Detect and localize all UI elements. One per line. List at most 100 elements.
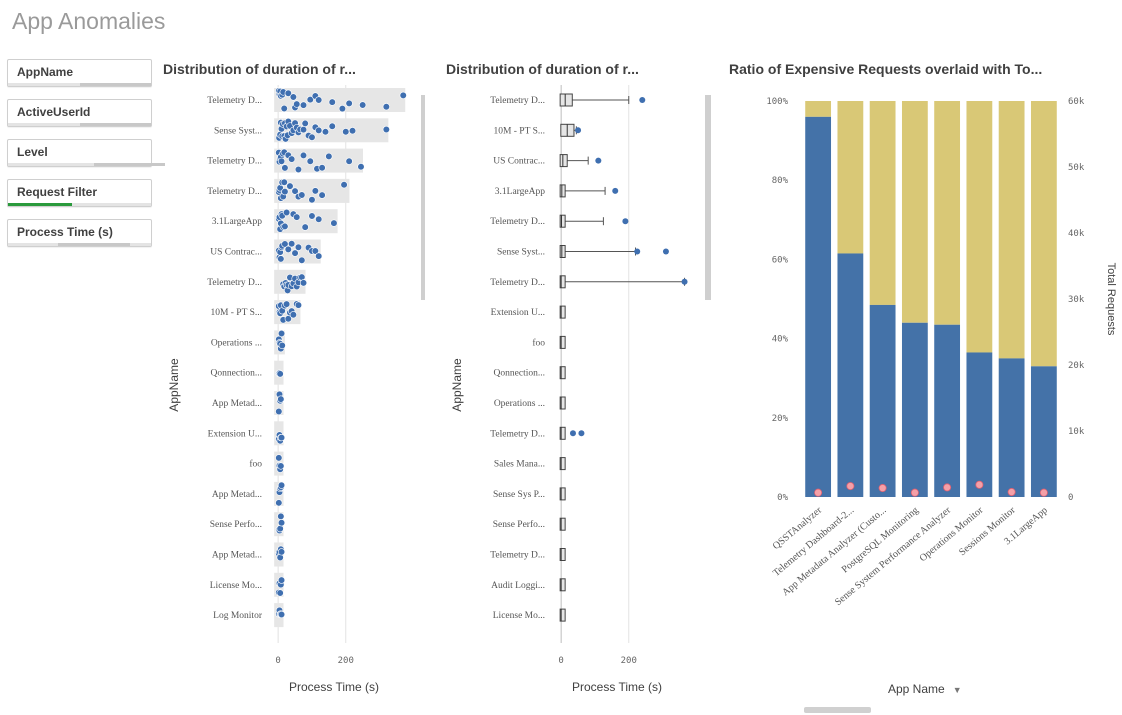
data-point[interactable] (382, 125, 390, 134)
box[interactable] (559, 426, 566, 440)
data-point[interactable] (277, 548, 286, 556)
bar-expensive-segment[interactable] (805, 116, 832, 497)
bar-other-segment[interactable] (901, 101, 928, 323)
bar-expensive-segment[interactable] (966, 352, 993, 497)
data-point[interactable] (357, 163, 365, 171)
data-point[interactable] (308, 133, 316, 141)
data-point[interactable] (325, 152, 333, 161)
data-point[interactable] (308, 196, 316, 204)
box[interactable] (559, 214, 566, 228)
data-point[interactable] (275, 499, 283, 507)
data-point[interactable] (293, 213, 301, 221)
filter-level[interactable]: Level (7, 139, 166, 167)
data-point[interactable] (291, 187, 299, 195)
box[interactable] (559, 457, 566, 471)
app-name-dimension-selector[interactable]: App Name ▼ (888, 682, 962, 696)
box[interactable] (559, 275, 566, 289)
data-point[interactable] (276, 370, 284, 378)
data-point[interactable] (293, 100, 301, 108)
data-point[interactable] (345, 157, 353, 165)
outlier-point[interactable] (662, 248, 669, 255)
data-point[interactable] (277, 519, 286, 527)
data-point[interactable] (277, 576, 286, 584)
data-point[interactable] (301, 119, 309, 128)
box[interactable] (559, 366, 566, 380)
outlier-point[interactable] (634, 248, 641, 255)
box[interactable] (559, 548, 566, 561)
outlier-point[interactable] (612, 187, 619, 194)
data-point[interactable] (281, 222, 289, 231)
outlier-point[interactable] (595, 157, 602, 164)
data-point[interactable] (277, 433, 286, 442)
data-point[interactable] (311, 187, 319, 195)
data-point[interactable] (277, 157, 286, 165)
bar-other-segment[interactable] (805, 101, 832, 117)
bar-other-segment[interactable] (1030, 101, 1057, 367)
data-point[interactable] (306, 157, 314, 165)
data-point[interactable] (315, 126, 323, 135)
data-point[interactable] (294, 243, 303, 251)
data-point[interactable] (282, 300, 291, 308)
total-requests-marker[interactable] (1007, 488, 1016, 497)
data-point[interactable] (345, 99, 353, 107)
data-point[interactable] (275, 407, 283, 416)
outlier-point[interactable] (681, 278, 688, 285)
filter-activeuserid[interactable]: ActiveUserId (7, 99, 152, 127)
bar-expensive-segment[interactable] (837, 253, 864, 497)
data-point[interactable] (318, 164, 326, 172)
total-requests-marker[interactable] (943, 483, 952, 492)
box[interactable] (559, 335, 566, 349)
outlier-point[interactable] (639, 97, 646, 103)
data-point[interactable] (299, 126, 308, 134)
distribution-chart[interactable]: AppName 0 200 Process Time (s) Telemetry D..… (160, 85, 425, 700)
bar-other-segment[interactable] (869, 101, 896, 305)
bar-other-segment[interactable] (837, 101, 864, 254)
total-requests-marker[interactable] (975, 480, 984, 489)
data-point[interactable] (288, 155, 296, 163)
data-point[interactable] (311, 247, 319, 255)
data-point[interactable] (277, 395, 285, 403)
data-point[interactable] (277, 462, 285, 470)
bar-expensive-segment[interactable] (1030, 366, 1057, 497)
data-point[interactable] (306, 95, 314, 104)
data-point[interactable] (298, 256, 306, 264)
box[interactable] (559, 608, 566, 622)
data-point[interactable] (284, 89, 292, 97)
total-requests-marker[interactable] (814, 488, 823, 497)
data-point[interactable] (342, 128, 350, 136)
data-point[interactable] (321, 128, 330, 136)
data-point[interactable] (330, 219, 338, 227)
outlier-point[interactable] (575, 127, 582, 134)
bar-expensive-segment[interactable] (998, 358, 1025, 497)
data-point[interactable] (278, 341, 286, 350)
data-point[interactable] (276, 525, 284, 533)
data-point[interactable] (315, 252, 323, 260)
data-point[interactable] (276, 589, 284, 597)
bar-expensive-segment[interactable] (869, 304, 896, 497)
box[interactable] (559, 578, 566, 592)
data-point[interactable] (289, 93, 297, 101)
data-point[interactable] (280, 104, 288, 113)
box[interactable] (559, 245, 566, 258)
box[interactable] (559, 517, 566, 531)
data-point[interactable] (277, 329, 286, 338)
box[interactable] (559, 305, 566, 319)
total-requests-marker[interactable] (910, 488, 919, 497)
box[interactable] (559, 396, 566, 410)
data-point[interactable] (275, 454, 283, 462)
data-point[interactable] (291, 249, 299, 257)
data-point[interactable] (289, 311, 297, 319)
bar-other-segment[interactable] (934, 101, 961, 325)
bar-expensive-segment[interactable] (901, 322, 928, 497)
data-point[interactable] (282, 208, 291, 217)
data-point[interactable] (286, 182, 294, 190)
data-point[interactable] (318, 191, 326, 199)
data-point[interactable] (399, 91, 407, 99)
data-point[interactable] (298, 191, 306, 199)
box[interactable] (559, 154, 568, 168)
box[interactable] (559, 93, 573, 107)
data-point[interactable] (299, 151, 308, 160)
data-point[interactable] (359, 101, 367, 109)
box[interactable] (559, 184, 566, 198)
data-point[interactable] (328, 98, 336, 106)
